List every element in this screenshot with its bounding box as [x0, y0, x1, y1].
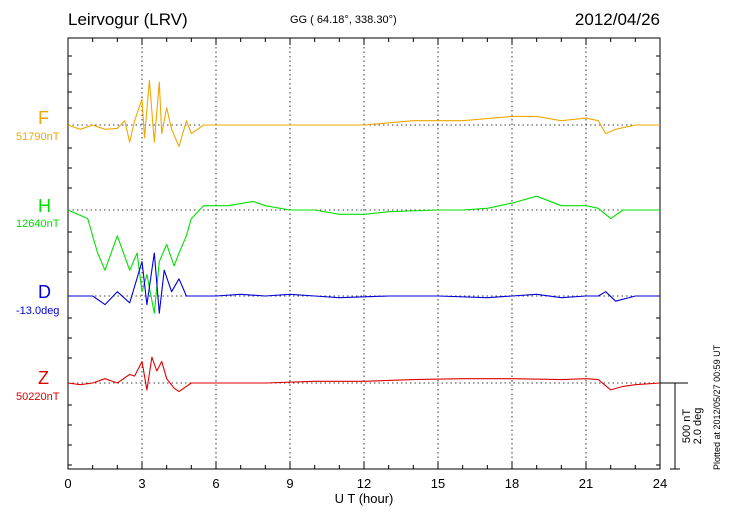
series-line-h [67, 195, 660, 314]
series-line-d [68, 252, 660, 314]
date-label: 2012/04/26 [574, 10, 660, 29]
baseline-label-d: -13.0deg [16, 305, 60, 317]
baseline-label-z: 50220nT [16, 391, 60, 403]
baseline-label-h: 12640nT [16, 218, 60, 230]
series-label-f: F [38, 108, 49, 128]
station-title: Leirvogur (LRV) [68, 10, 188, 29]
x-tick-label: 21 [579, 476, 593, 491]
x-tick-label: 0 [64, 476, 71, 491]
x-tick-label: 6 [212, 476, 219, 491]
plot-frame [67, 37, 661, 470]
scale-label-nt: 500 nT [681, 409, 693, 444]
x-tick-label: 24 [653, 476, 667, 491]
x-tick-label: 3 [138, 476, 145, 491]
x-tick-label: 18 [505, 476, 519, 491]
x-tick-label: 15 [431, 476, 445, 491]
series-line-f [67, 79, 660, 148]
series-label-d: D [38, 282, 51, 302]
x-tick-label: 12 [357, 476, 371, 491]
x-tick-label: 9 [286, 476, 293, 491]
series-line-z [67, 356, 661, 393]
series-label-h: H [38, 196, 51, 216]
coordinates-label: GG ( 64.18°, 338.30°) [290, 14, 397, 26]
scale-label-deg: 2.0 deg [692, 408, 704, 445]
x-axis-label: U T (hour) [335, 491, 394, 506]
baseline-label-f: 51790nT [16, 131, 60, 143]
series-label-z: Z [38, 368, 49, 388]
